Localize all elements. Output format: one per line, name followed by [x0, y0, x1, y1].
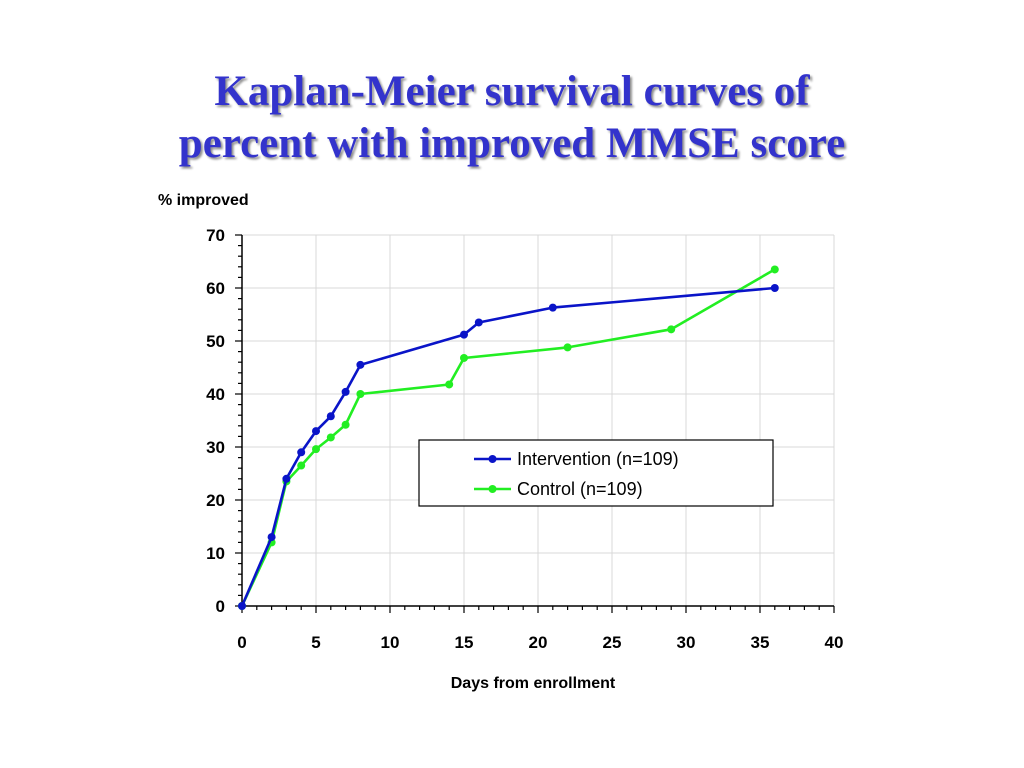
intervention-point — [474, 318, 483, 327]
intervention-point — [548, 303, 557, 312]
y-tick-label: 70 — [206, 226, 225, 245]
y-tick-label: 40 — [206, 385, 225, 404]
gridlines — [242, 234, 835, 606]
control-point — [667, 325, 676, 334]
intervention-line — [240, 286, 775, 607]
control-point — [460, 353, 468, 362]
control-point — [563, 343, 572, 352]
intervention-point — [770, 284, 779, 292]
control-point — [297, 461, 306, 470]
intervention-point — [356, 360, 365, 369]
intervention-point — [312, 427, 320, 436]
legend-control-label: Control (n=109) — [517, 479, 643, 499]
control-point — [312, 445, 320, 454]
control-point — [341, 420, 350, 429]
x-tick-label: 0 — [237, 633, 246, 652]
x-tick-label: 5 — [311, 633, 320, 652]
intervention-point — [297, 448, 306, 457]
intervention-point — [326, 412, 335, 421]
legend: Intervention (n=109) Control (n=109) — [418, 439, 774, 507]
legend-box — [418, 439, 774, 507]
x-tick-label: 40 — [825, 633, 844, 652]
intervention-point — [282, 474, 291, 483]
slide-title-line-2: percent with improved MMSE score — [178, 120, 846, 167]
x-axis-label: Days from enrollment — [451, 675, 616, 692]
legend-control-marker — [488, 485, 497, 493]
intervention-point — [341, 387, 350, 396]
y-tick-label: 60 — [206, 279, 225, 298]
y-axis-label: % improved — [158, 192, 249, 209]
x-tick-label: 30 — [677, 633, 696, 652]
control-point — [356, 390, 365, 398]
x-tick-label: 35 — [751, 633, 770, 652]
intervention-point — [460, 330, 468, 339]
x-tick-label: 10 — [381, 633, 400, 652]
x-tick-label: 20 — [529, 633, 548, 652]
x-tick-label: 25 — [603, 633, 622, 652]
control-point — [770, 265, 779, 274]
y-tick-label: 50 — [206, 332, 225, 351]
y-tick-label: 10 — [206, 544, 225, 563]
y-tick-label: 0 — [216, 597, 225, 616]
control-point — [326, 433, 335, 442]
control-point — [445, 380, 454, 389]
intervention-point — [267, 533, 276, 542]
axes: 0 5 10 15 20 25 30 35 40 0 10 20 30 40 50 60 70 — [206, 226, 843, 652]
intervention-point — [238, 602, 246, 610]
series-lines — [238, 265, 779, 610]
legend-intervention-marker — [488, 455, 497, 463]
x-tick-label: 15 — [455, 633, 474, 652]
y-tick-label: 20 — [206, 491, 225, 510]
slide-title: Kaplan-Meier survival curves of percent … — [0, 66, 1024, 170]
y-tick-label: 30 — [206, 438, 225, 457]
legend-intervention-label: Intervention (n=109) — [517, 449, 679, 469]
slide-title-line-1: Kaplan-Meier survival curves of — [214, 68, 810, 115]
